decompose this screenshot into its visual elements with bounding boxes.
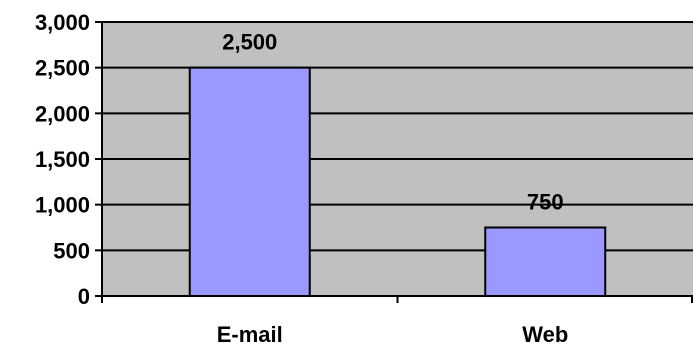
bar-e-mail — [188, 66, 311, 297]
data-labels: 2,500 750 — [222, 30, 563, 215]
y-tick-label-3: 1,500 — [35, 147, 90, 172]
y-tick-label-2: 1,000 — [35, 193, 90, 218]
bar-web — [484, 226, 607, 297]
data-label-e-mail: 2,500 — [222, 30, 277, 55]
y-axis-ticks: 0 500 1,000 1,500 2,000 2,500 3,000 — [35, 10, 102, 309]
category-label-e-mail: E-mail — [217, 322, 283, 347]
y-tick-label-5: 2,500 — [35, 56, 90, 81]
y-tick-label-4: 2,000 — [35, 101, 90, 126]
y-tick-label-6: 3,000 — [35, 10, 90, 35]
y-tick-label-1: 500 — [53, 238, 90, 263]
x-axis-ticks — [101, 296, 693, 303]
bars — [188, 66, 607, 297]
category-label-web: Web — [522, 322, 568, 347]
data-label-web: 750 — [527, 190, 564, 215]
category-labels: E-mail Web — [217, 322, 569, 347]
y-tick-label-0: 0 — [78, 284, 90, 309]
